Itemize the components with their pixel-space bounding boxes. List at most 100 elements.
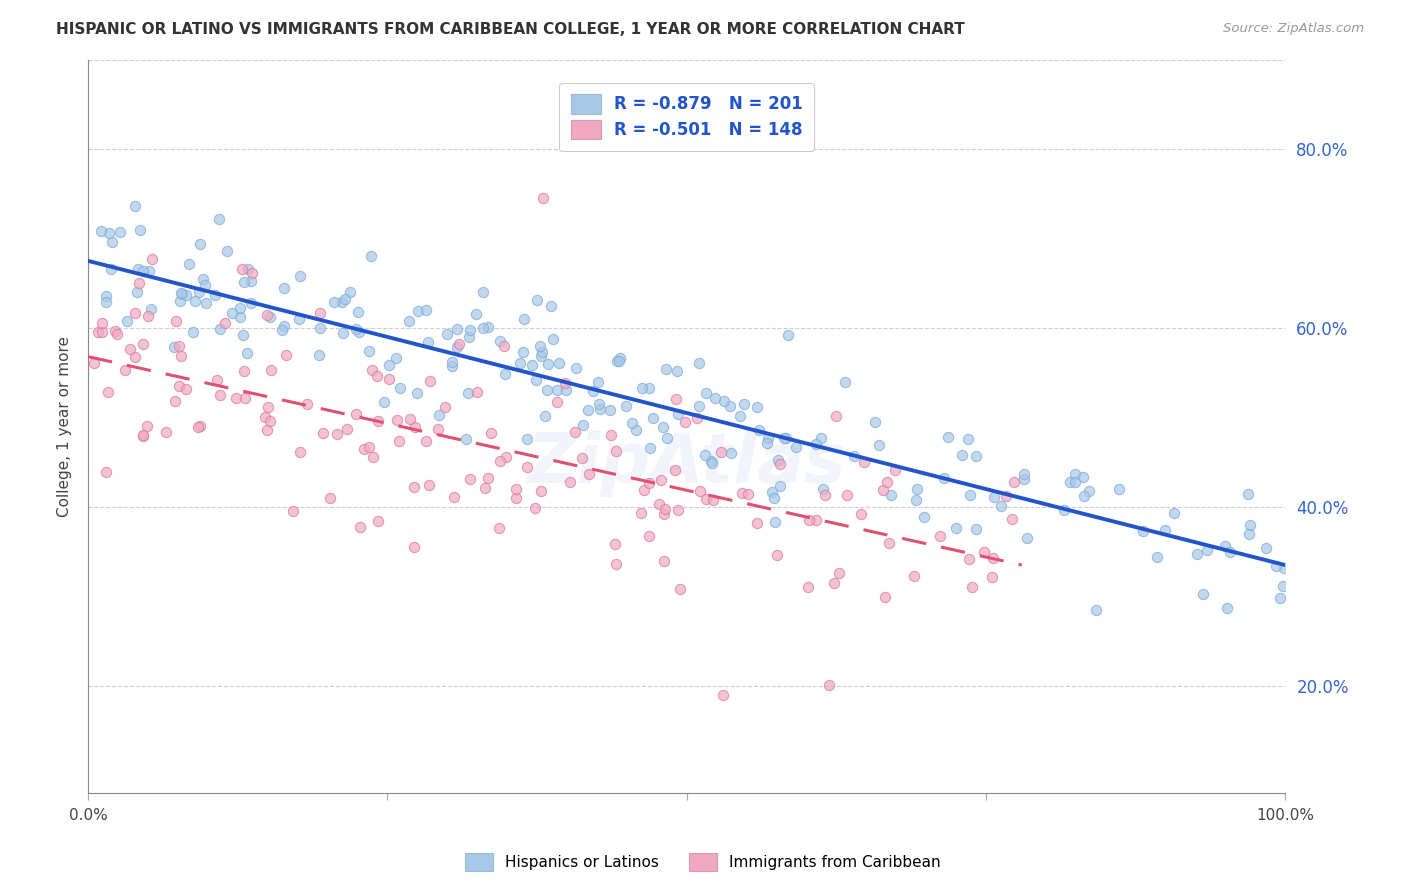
Point (1132, 524, 1154, 538)
Point (655, 431, 678, 445)
Point (1271, 579, 1294, 593)
Point (385, 351, 408, 366)
Point (929, 529, 952, 543)
Point (711, 688, 734, 702)
Point (863, 415, 886, 429)
Point (446, 340, 468, 354)
Point (378, 372, 401, 386)
Point (165, 393, 187, 408)
Point (97, 226, 120, 240)
Point (288, 444, 311, 458)
Point (756, 436, 779, 450)
Point (529, 339, 551, 353)
Point (834, 375, 856, 389)
Point (225, 391, 247, 405)
Point (699, 454, 721, 468)
Point (406, 386, 429, 401)
Point (665, 392, 688, 406)
Point (730, 409, 752, 424)
Point (233, 391, 256, 405)
Point (471, 321, 494, 335)
Point (546, 384, 568, 398)
Point (276, 348, 298, 362)
Point (427, 408, 450, 422)
Point (1237, 527, 1260, 541)
Point (232, 364, 254, 378)
Point (406, 304, 429, 318)
Point (605, 443, 627, 458)
Point (720, 446, 742, 460)
Point (309, 306, 332, 320)
Point (170, 286, 193, 301)
Point (457, 329, 479, 343)
Point (108, 225, 131, 239)
Point (1063, 467, 1085, 482)
Point (572, 418, 595, 433)
Point (336, 422, 359, 436)
Point (872, 483, 894, 497)
Point (367, 514, 389, 528)
Point (546, 395, 568, 409)
Point (512, 344, 534, 359)
Point (526, 293, 548, 308)
Point (233, 275, 256, 289)
Point (215, 244, 238, 258)
Point (194, 296, 217, 310)
Point (965, 449, 987, 463)
Point (509, 356, 531, 370)
Point (873, 590, 896, 604)
Point (529, 349, 551, 363)
Point (599, 402, 621, 417)
Point (564, 425, 586, 439)
Point (90, 224, 112, 238)
Point (520, 358, 543, 372)
Point (879, 536, 901, 550)
Point (959, 488, 981, 502)
Point (823, 576, 845, 591)
Point (814, 488, 837, 502)
Point (853, 455, 876, 469)
Point (588, 397, 610, 411)
Point (624, 423, 647, 437)
Point (581, 384, 603, 398)
Point (536, 384, 558, 398)
Point (288, 268, 311, 283)
Point (191, 272, 214, 286)
Point (541, 332, 564, 346)
Point (664, 463, 686, 477)
Point (415, 434, 437, 448)
Legend: Hispanics or Latinos, Immigrants from Caribbean: Hispanics or Latinos, Immigrants from Ca… (456, 844, 950, 880)
Point (796, 580, 818, 594)
Point (555, 384, 578, 398)
Point (281, 504, 304, 518)
Point (1268, 591, 1291, 605)
Point (465, 384, 488, 399)
Point (208, 211, 231, 226)
Point (648, 497, 671, 511)
Point (332, 326, 354, 341)
Point (1017, 531, 1039, 545)
Point (402, 480, 425, 494)
Point (669, 582, 692, 596)
Point (360, 249, 382, 263)
Point (1213, 539, 1236, 553)
Point (297, 397, 319, 411)
Point (995, 489, 1018, 503)
Point (851, 507, 873, 521)
Point (141, 252, 163, 266)
Point (347, 305, 370, 319)
Point (1237, 486, 1260, 500)
Point (762, 491, 785, 505)
Point (132, 428, 155, 442)
Point (472, 285, 495, 300)
Point (731, 485, 754, 500)
Point (640, 442, 662, 456)
Point (904, 492, 927, 507)
Point (231, 262, 253, 277)
Point (530, 344, 553, 359)
Point (101, 235, 124, 249)
Point (494, 338, 516, 352)
Point (1108, 482, 1130, 496)
Point (132, 264, 155, 278)
Point (1012, 467, 1035, 482)
